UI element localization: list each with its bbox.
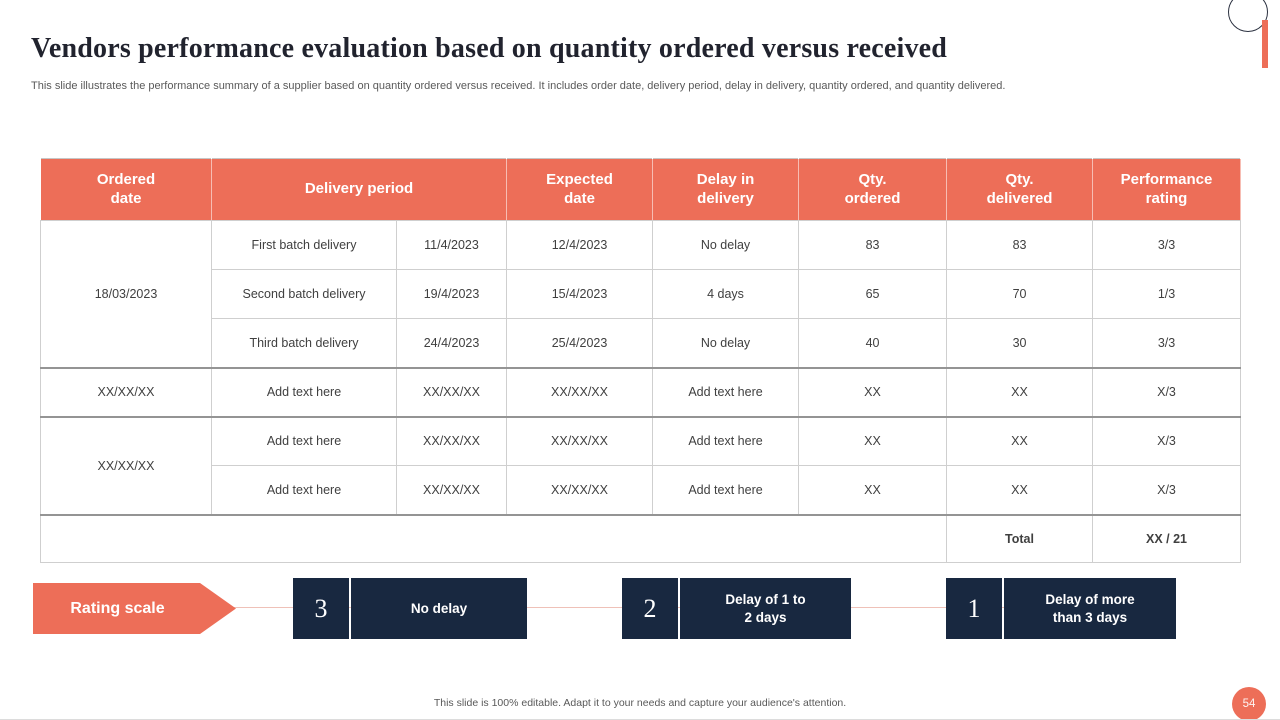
cell-qty-ordered: XX bbox=[798, 465, 948, 515]
header-performance-rating: Performance rating bbox=[1092, 158, 1242, 221]
table-row: 18/03/2023 First batch delivery 11/4/202… bbox=[40, 220, 1242, 368]
table-row: Second batch delivery 19/4/2023 15/4/202… bbox=[41, 269, 1242, 319]
cell-qty-ordered: 40 bbox=[798, 318, 948, 368]
cell-delay: Add text here bbox=[652, 465, 800, 515]
rating-item-2: 2 Delay of 1 to 2 days bbox=[622, 578, 851, 639]
cell-delay: No delay bbox=[652, 220, 800, 270]
cell-qty-ordered: 65 bbox=[798, 269, 948, 319]
cell-delivery-desc: Add text here bbox=[211, 366, 397, 417]
cell-rating: 3/3 bbox=[1092, 220, 1242, 270]
table-header-row: Ordered date Delivery period Expected da… bbox=[40, 158, 1242, 221]
cell-rating: 1/3 bbox=[1092, 269, 1242, 319]
cell-delivery-date: 24/4/2023 bbox=[395, 318, 508, 368]
rating-score-box: 1 bbox=[946, 578, 1002, 639]
rating-score-box: 3 bbox=[293, 578, 349, 639]
rating-item-3: 3 No delay bbox=[293, 578, 527, 639]
cell-qty-delivered: 83 bbox=[946, 220, 1094, 270]
cell-delay: Add text here bbox=[652, 366, 800, 417]
table-row: Third batch delivery 24/4/2023 25/4/2023… bbox=[41, 318, 1242, 368]
cell-delivery-desc: First batch delivery bbox=[211, 220, 397, 270]
cell-rating: 3/3 bbox=[1092, 318, 1242, 368]
table-row: XX/XX/XX Add text here XX/XX/XX XX/XX/XX… bbox=[40, 415, 1242, 515]
decorative-accent-bar bbox=[1262, 20, 1268, 68]
cell-rating: X/3 bbox=[1092, 415, 1242, 466]
header-qty-delivered: Qty. delivered bbox=[946, 158, 1094, 221]
cell-delivery-date: 11/4/2023 bbox=[395, 220, 508, 270]
total-label: Total bbox=[946, 513, 1094, 563]
cell-rating: X/3 bbox=[1092, 366, 1242, 417]
cell-delivery-desc: Add text here bbox=[211, 415, 397, 466]
table-total-row: Total XX / 21 bbox=[39, 513, 1242, 563]
cell-expected-date: XX/XX/XX bbox=[506, 415, 654, 466]
cell-expected-date: 25/4/2023 bbox=[506, 318, 654, 368]
cell-qty-ordered: XX bbox=[798, 415, 948, 466]
cell-expected-date: XX/XX/XX bbox=[506, 366, 654, 417]
header-delivery-period: Delivery period bbox=[210, 158, 508, 221]
cell-delay: No delay bbox=[652, 318, 800, 368]
header-qty-ordered: Qty. ordered bbox=[798, 158, 948, 221]
cell-delivery-desc: Add text here bbox=[211, 465, 397, 515]
cell-delay: 4 days bbox=[652, 269, 800, 319]
cell-qty-delivered: XX bbox=[946, 465, 1094, 515]
cell-qty-delivered: XX bbox=[946, 366, 1094, 417]
header-delay-in-delivery: Delay in delivery bbox=[652, 158, 800, 221]
page-subtitle: This slide illustrates the performance s… bbox=[31, 80, 1006, 92]
rating-scale-arrow: Rating scale bbox=[33, 583, 236, 634]
cell-expected-date: 15/4/2023 bbox=[506, 269, 654, 319]
cell-delivery-date: XX/XX/XX bbox=[395, 366, 508, 417]
cell-qty-delivered: XX bbox=[946, 415, 1094, 466]
page-title: Vendors performance evaluation based on … bbox=[31, 33, 948, 64]
total-value: XX / 21 bbox=[1092, 513, 1242, 563]
cell-total-spacer bbox=[39, 513, 948, 563]
vendor-performance-table: Ordered date Delivery period Expected da… bbox=[39, 158, 1242, 563]
cell-ordered-date: 18/03/2023 bbox=[40, 220, 212, 368]
page-number: 54 bbox=[1242, 698, 1256, 710]
table-row: Add text here XX/XX/XX XX/XX/XX Add text… bbox=[41, 465, 1242, 515]
cell-delivery-date: XX/XX/XX bbox=[395, 465, 508, 515]
cell-expected-date: XX/XX/XX bbox=[506, 465, 654, 515]
header-expected-date: Expected date bbox=[506, 158, 654, 221]
rating-score-box: 2 bbox=[622, 578, 678, 639]
cell-qty-delivered: 70 bbox=[946, 269, 1094, 319]
cell-qty-delivered: 30 bbox=[946, 318, 1094, 368]
rating-label-box: Delay of 1 to 2 days bbox=[680, 578, 851, 639]
decorative-circle bbox=[1228, 0, 1268, 32]
table-row: XX/XX/XX Add text here XX/XX/XX XX/XX/XX… bbox=[40, 366, 1242, 417]
cell-ordered-date: XX/XX/XX bbox=[40, 415, 212, 515]
cell-ordered-date: XX/XX/XX bbox=[40, 366, 212, 417]
rating-label-box: Delay of more than 3 days bbox=[1004, 578, 1176, 639]
cell-delivery-date: XX/XX/XX bbox=[395, 415, 508, 466]
page-number-badge: 54 bbox=[1232, 687, 1266, 719]
rating-item-1: 1 Delay of more than 3 days bbox=[946, 578, 1176, 639]
rating-scale-title: Rating scale bbox=[70, 599, 165, 617]
cell-delivery-desc: Second batch delivery bbox=[211, 269, 397, 319]
cell-expected-date: 12/4/2023 bbox=[506, 220, 654, 270]
cell-delivery-desc: Third batch delivery bbox=[211, 318, 397, 368]
cell-delivery-date: 19/4/2023 bbox=[395, 269, 508, 319]
cell-rating: X/3 bbox=[1092, 465, 1242, 515]
footer-note: This slide is 100% editable. Adapt it to… bbox=[433, 697, 847, 709]
header-ordered-date: Ordered date bbox=[40, 158, 212, 221]
cell-delay: Add text here bbox=[652, 415, 800, 466]
cell-qty-ordered: 83 bbox=[798, 220, 948, 270]
rating-label-box: No delay bbox=[351, 578, 527, 639]
cell-qty-ordered: XX bbox=[798, 366, 948, 417]
